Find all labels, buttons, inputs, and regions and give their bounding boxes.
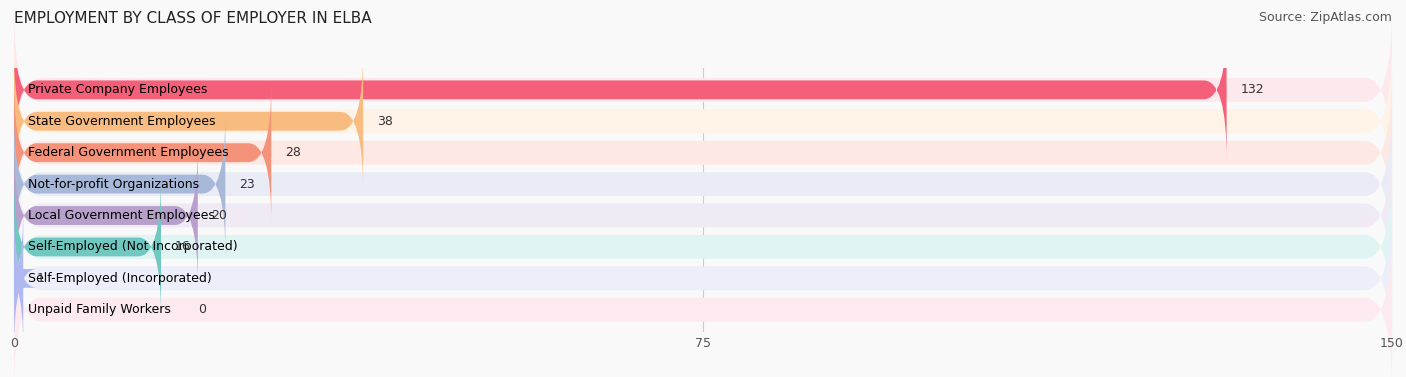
FancyBboxPatch shape — [14, 178, 162, 316]
Text: State Government Employees: State Government Employees — [28, 115, 215, 128]
Text: Self-Employed (Not Incorporated): Self-Employed (Not Incorporated) — [28, 241, 238, 253]
FancyBboxPatch shape — [14, 52, 363, 190]
FancyBboxPatch shape — [0, 209, 37, 348]
FancyBboxPatch shape — [14, 70, 1392, 235]
FancyBboxPatch shape — [14, 196, 1392, 361]
FancyBboxPatch shape — [14, 227, 1392, 377]
Text: Source: ZipAtlas.com: Source: ZipAtlas.com — [1258, 11, 1392, 24]
Text: Private Company Employees: Private Company Employees — [28, 83, 207, 97]
FancyBboxPatch shape — [14, 39, 1392, 204]
Text: Not-for-profit Organizations: Not-for-profit Organizations — [28, 178, 200, 191]
Text: Local Government Employees: Local Government Employees — [28, 209, 215, 222]
Text: Unpaid Family Workers: Unpaid Family Workers — [28, 303, 170, 316]
Text: Self-Employed (Incorporated): Self-Employed (Incorporated) — [28, 272, 211, 285]
FancyBboxPatch shape — [14, 102, 1392, 267]
Text: 16: 16 — [174, 241, 191, 253]
FancyBboxPatch shape — [14, 165, 1392, 329]
FancyBboxPatch shape — [14, 84, 271, 222]
Text: 20: 20 — [211, 209, 228, 222]
Text: 132: 132 — [1240, 83, 1264, 97]
Text: Federal Government Employees: Federal Government Employees — [28, 146, 228, 159]
Text: 1: 1 — [37, 272, 45, 285]
Text: 23: 23 — [239, 178, 254, 191]
FancyBboxPatch shape — [14, 133, 1392, 298]
Text: EMPLOYMENT BY CLASS OF EMPLOYER IN ELBA: EMPLOYMENT BY CLASS OF EMPLOYER IN ELBA — [14, 11, 371, 26]
FancyBboxPatch shape — [14, 115, 225, 253]
FancyBboxPatch shape — [14, 8, 1392, 172]
Text: 0: 0 — [198, 303, 205, 316]
FancyBboxPatch shape — [14, 21, 1226, 159]
FancyBboxPatch shape — [14, 146, 198, 285]
Text: 38: 38 — [377, 115, 392, 128]
Text: 28: 28 — [285, 146, 301, 159]
